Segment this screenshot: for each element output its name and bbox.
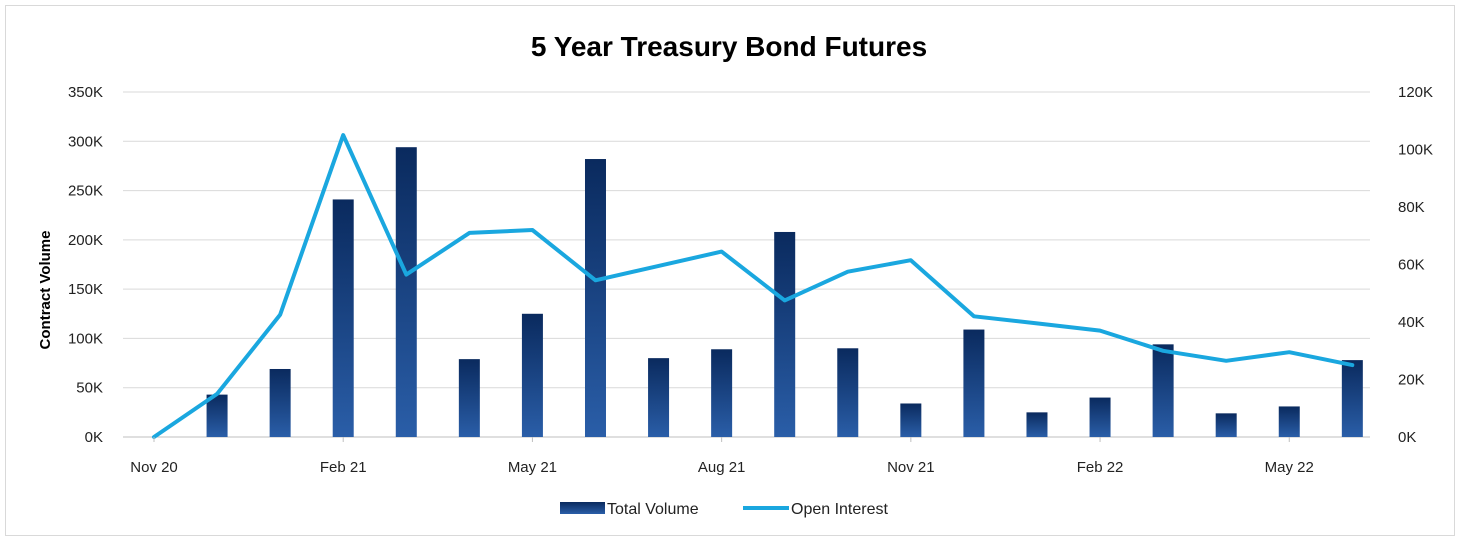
left-tick-label: 300K [68,133,103,150]
bar-total-volume [900,403,922,437]
bar-total-volume [521,313,543,437]
bar-total-volume [774,231,796,437]
legend: Total Volume Open Interest [560,501,889,518]
bar-total-volume [1089,397,1111,437]
chart-title: 5 Year Treasury Bond Futures [531,31,927,62]
left-tick-label: 200K [68,232,103,249]
x-axis-ticks: Nov 20 Feb 21 May 21 Aug 21 Nov 21 Feb 22 May … [130,437,1314,476]
bar-total-volume [1152,344,1174,437]
x-tick-label: Aug 21 [698,459,746,476]
bar-total-volume [1026,412,1048,437]
bar-series [206,147,1363,437]
left-tick-label: 150K [68,281,103,298]
bar-total-volume [584,159,606,437]
left-tick-label: 350K [68,84,103,101]
left-tick-label: 50K [76,380,103,397]
x-tick-label: Nov 20 [130,459,178,476]
right-tick-label: 100K [1398,142,1433,159]
left-tick-label: 100K [68,330,103,347]
left-tick-label: 250K [68,183,103,200]
legend-label-open-interest: Open Interest [791,501,889,518]
x-tick-label: Feb 21 [320,459,367,476]
right-tick-label: 0K [1398,429,1416,446]
line-open-interest [152,133,1355,439]
chart-frame [5,5,1455,536]
bar-total-volume [206,394,228,437]
right-tick-label: 20K [1398,372,1425,389]
x-tick-label: May 22 [1265,459,1314,476]
x-tick-label: Feb 22 [1077,459,1124,476]
right-tick-label: 40K [1398,314,1425,331]
left-axis-ticks: 0K 50K 100K 150K 200K 250K 300K 350K [68,84,103,446]
bar-total-volume [711,349,733,437]
line-series [152,133,1355,439]
bar-total-volume [1278,406,1300,437]
bar-total-volume [458,359,480,437]
right-tick-label: 120K [1398,84,1433,101]
bar-total-volume [1215,413,1237,437]
bar-total-volume [648,358,670,437]
right-axis-ticks: 0K 20K 40K 60K 80K 100K 120K [1398,84,1433,446]
y-axis-title: Contract Volume [37,231,54,350]
bar-total-volume [395,147,417,437]
right-tick-label: 80K [1398,199,1425,216]
right-tick-label: 60K [1398,257,1425,274]
legend-swatch-total-volume [560,502,605,514]
bar-total-volume [963,329,985,437]
gridlines [123,91,1370,438]
legend-label-total-volume: Total Volume [607,501,699,518]
left-tick-label: 0K [85,429,103,446]
x-tick-label: Nov 21 [887,459,935,476]
bar-total-volume [269,368,291,437]
bar-total-volume [837,348,859,437]
bar-total-volume [1341,360,1363,437]
bar-total-volume [332,199,354,437]
x-tick-label: May 21 [508,459,557,476]
